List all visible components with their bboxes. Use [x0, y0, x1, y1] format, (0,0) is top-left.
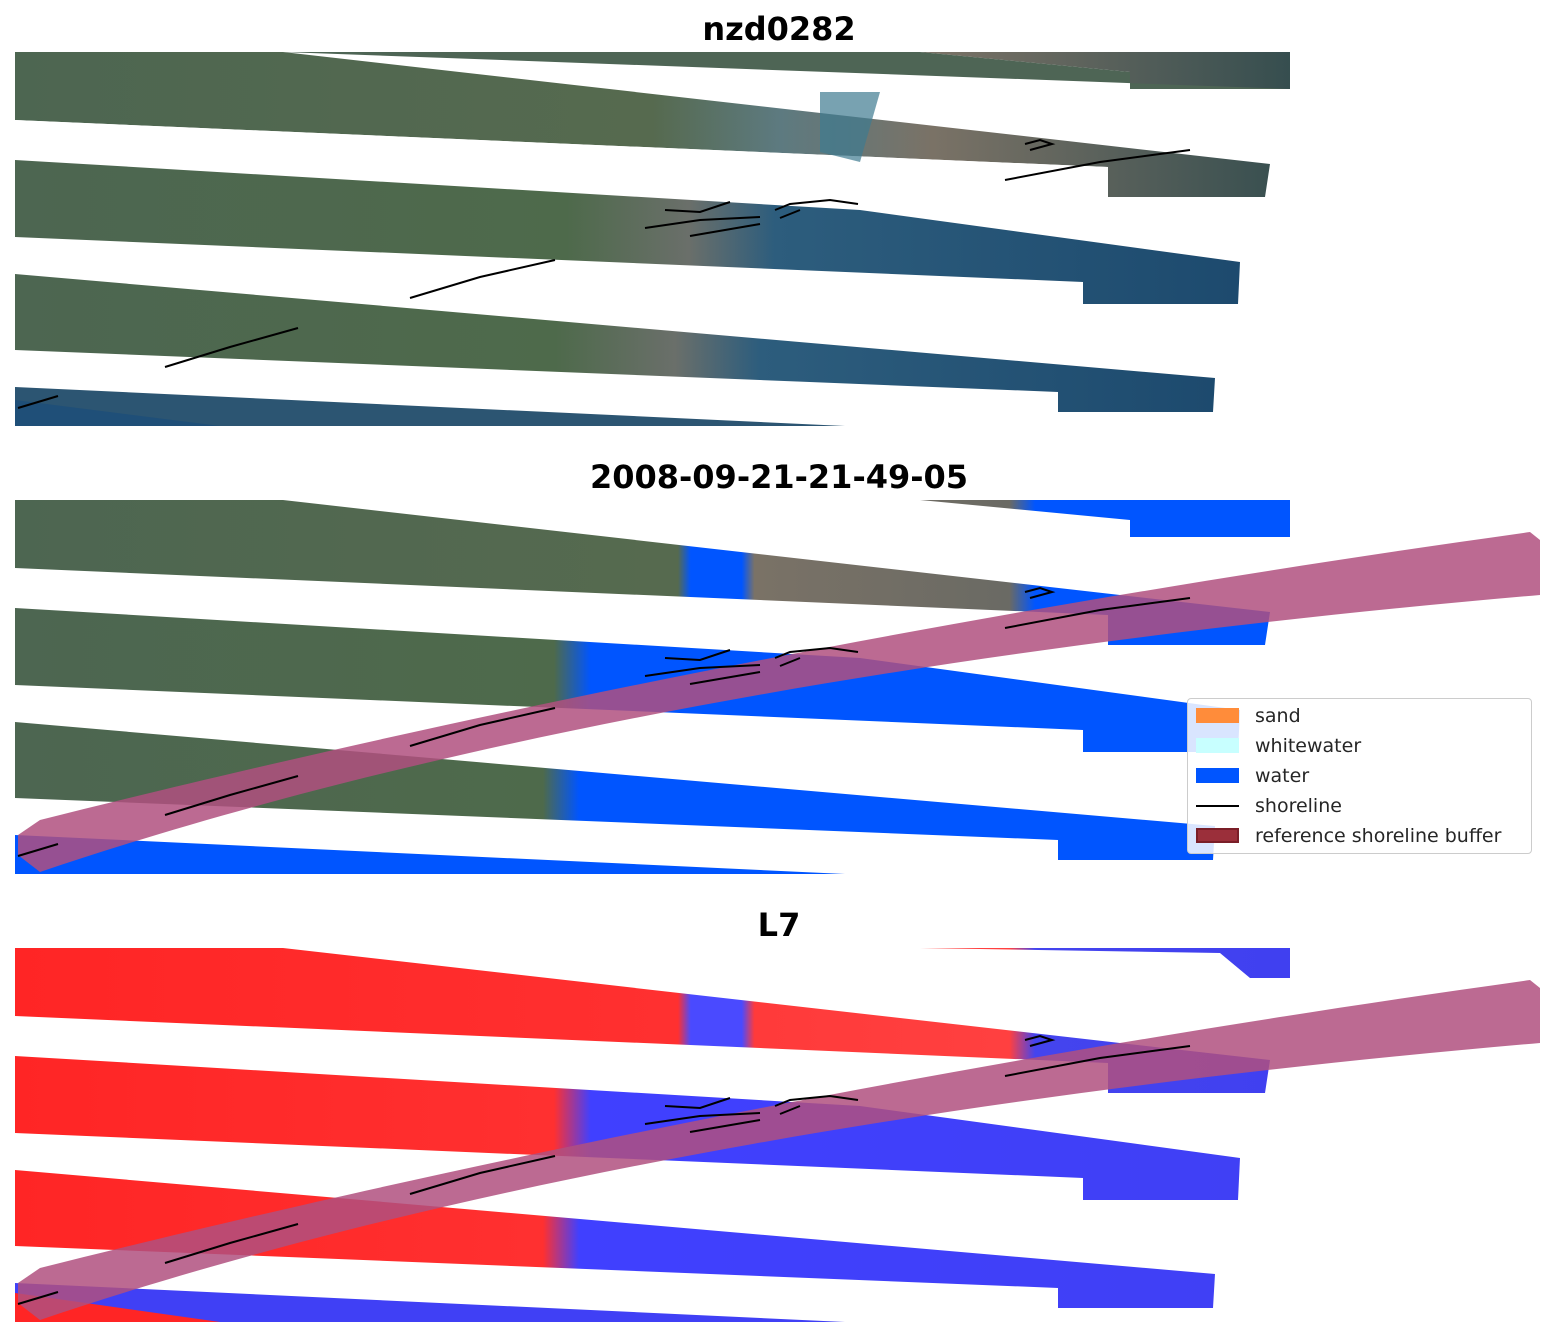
image-strip: [15, 1283, 845, 1322]
rgb-image: [15, 52, 1290, 426]
image-strip: [283, 52, 1290, 89]
legend-label-reference-shoreline-buffer: reference shoreline buffer: [1255, 825, 1502, 847]
legend-swatch-water: [1196, 768, 1239, 783]
image-strip: [15, 160, 1240, 304]
legend: sand whitewater water shoreline referenc…: [1187, 698, 1532, 854]
legend-label-water: water: [1255, 765, 1310, 787]
shoreline-traces: [17, 586, 1191, 857]
index-image: [15, 948, 1540, 1322]
panel-title-image-name: nzd0282: [702, 10, 856, 48]
panel-title-satellite: L7: [757, 906, 801, 944]
legend-label-shoreline: shoreline: [1255, 795, 1342, 817]
legend-item-reference-shoreline-buffer: reference shoreline buffer: [1188, 824, 1533, 848]
classified-image: [15, 500, 1540, 874]
image-strip: [15, 120, 1265, 252]
legend-item-shoreline: shoreline: [1188, 794, 1533, 818]
lagoon: [820, 92, 880, 162]
legend-label-sand: sand: [1255, 705, 1301, 727]
image-strip: [15, 500, 1290, 645]
shoreline-traces: [17, 1034, 1191, 1305]
legend-line-shoreline: [1196, 805, 1239, 807]
image-strip: [15, 274, 1215, 412]
legend-item-sand: sand: [1188, 704, 1533, 728]
image-strip: [15, 835, 845, 874]
legend-item-water: water: [1188, 764, 1533, 788]
legend-swatch-whitewater: [1196, 738, 1239, 753]
image-strip: [15, 387, 845, 426]
reference-shoreline-buffer: [18, 980, 1540, 1320]
image-strip: [15, 608, 1240, 752]
reference-shoreline-buffer: [18, 532, 1540, 872]
shoreline-traces: [17, 138, 1191, 409]
index-image-panel: [0, 948, 1558, 1322]
legend-label-whitewater: whitewater: [1255, 735, 1362, 757]
legend-swatch-sand: [1196, 708, 1239, 723]
image-strip: [15, 948, 1290, 1093]
image-strip: [15, 52, 1290, 197]
rgb-image-panel: [0, 52, 1558, 426]
image-strip: [15, 1056, 1240, 1200]
classified-image-panel: [0, 500, 1558, 874]
panel-title-date: 2008-09-21-21-49-05: [589, 458, 969, 496]
image-strip: [15, 400, 220, 426]
legend-item-whitewater: whitewater: [1188, 734, 1533, 758]
legend-swatch-reference-shoreline-buffer: [1196, 828, 1239, 843]
